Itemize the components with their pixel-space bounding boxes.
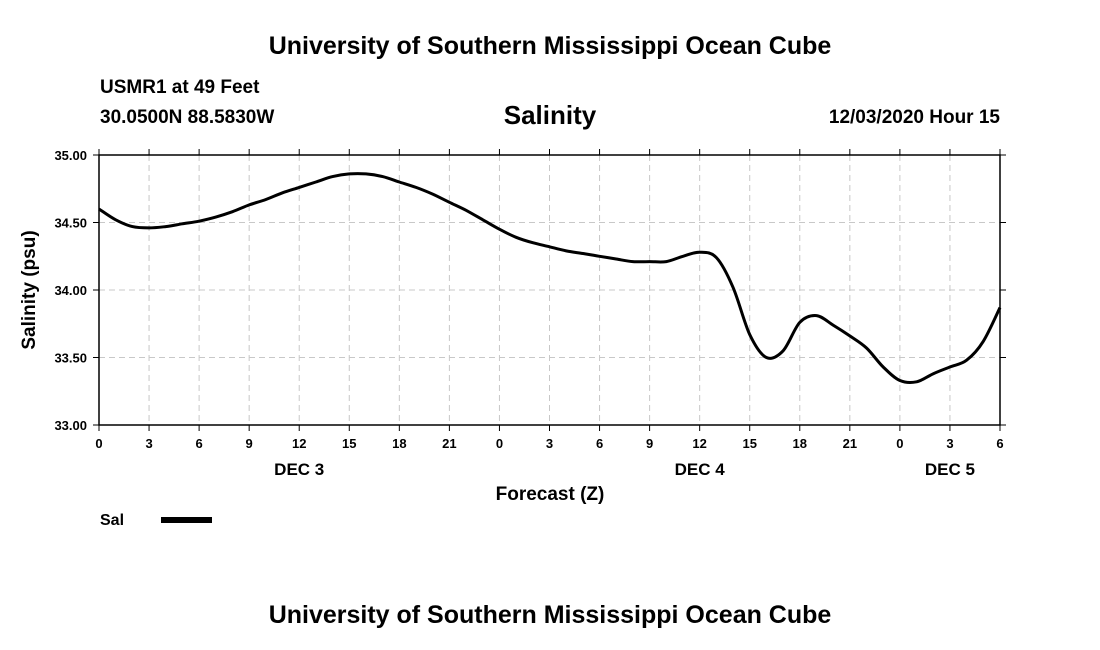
x-tick-label: 6 [996,436,1003,451]
x-tick-label: 18 [392,436,406,451]
x-tick-label: 12 [292,436,306,451]
chart-tick-labels: 33.00 33.50 34.00 34.50 35.00 0 3 6 9 12 15 18 21 0 3 6… [54,148,1003,479]
x-tick-label: 18 [793,436,807,451]
y-tick-label: 33.00 [54,418,87,433]
chart-series [98,172,1002,385]
chart-title: Salinity [503,100,597,130]
day-label: DEC 5 [925,460,975,479]
x-tick-label: 9 [246,436,253,451]
x-tick-label: 6 [195,436,202,451]
footer-title: University of Southern Mississippi Ocean… [268,601,832,629]
x-tick-label: 0 [496,436,503,451]
y-tick-label: 33.50 [54,351,87,366]
x-axis-label: Forecast (Z) [496,484,605,505]
series-line-salinity [98,172,1002,385]
y-axis-label: Salinity (psu) [19,230,40,349]
x-tick-label: 21 [442,436,456,451]
x-tick-label: 3 [546,436,553,451]
y-tick-label: 34.00 [54,283,87,298]
station-label: USMR1 at 49 Feet [100,77,260,98]
x-tick-label: 21 [843,436,857,451]
legend-label: Sal [100,512,124,529]
plot-frame [98,154,1001,426]
x-tick-label: 15 [742,436,756,451]
x-tick-label: 0 [896,436,903,451]
x-tick-label: 0 [95,436,102,451]
station-coordinates: 30.0500N 88.5830W [100,107,275,128]
day-label: DEC 4 [675,460,726,479]
y-tick-label: 35.00 [54,148,87,163]
forecast-datetime: 12/03/2020 Hour 15 [828,107,1000,128]
x-tick-label: 9 [646,436,653,451]
chart-ticks [93,149,1006,431]
x-tick-label: 3 [946,436,953,451]
chart-grid [99,155,1000,425]
x-tick-label: 15 [342,436,356,451]
day-label: DEC 3 [274,460,324,479]
y-tick-label: 34.50 [54,216,87,231]
x-tick-label: 12 [692,436,706,451]
x-tick-label: 3 [145,436,152,451]
page-title: University of Southern Mississippi Ocean… [268,32,832,60]
x-tick-label: 6 [596,436,603,451]
